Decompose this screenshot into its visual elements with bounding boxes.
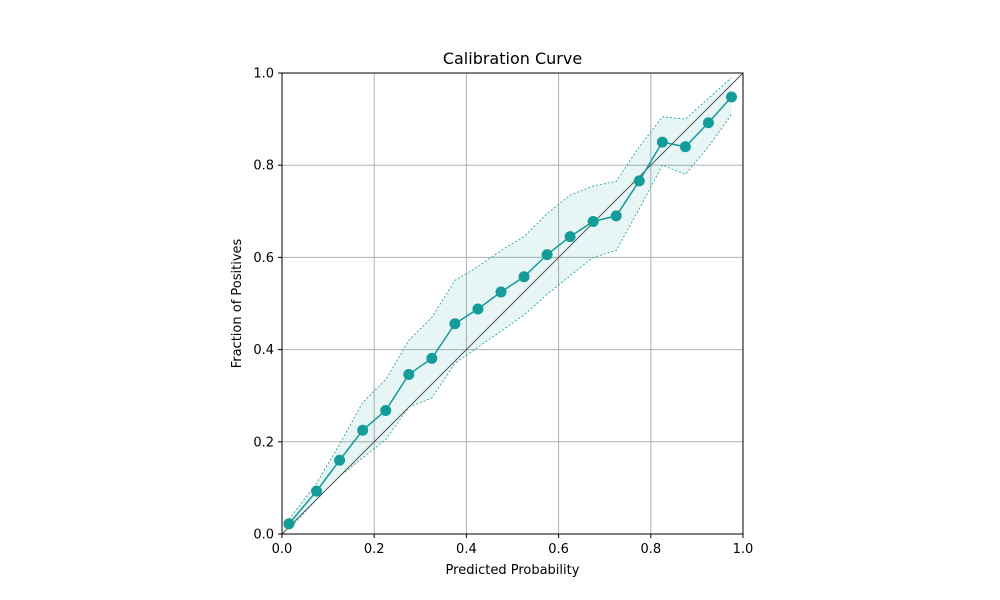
data-point	[518, 271, 530, 283]
data-point	[725, 91, 737, 103]
chart-title: Calibration Curve	[443, 49, 582, 68]
data-point	[633, 175, 645, 187]
data-point	[403, 368, 415, 380]
x-tick-label: 1.0	[733, 542, 754, 557]
data-point	[380, 404, 392, 416]
x-tick-label: 0.6	[548, 542, 569, 557]
ticks: 0.0 0.2 0.4 0.6 0.8 1.0 0.0 0.2 0.4 0.6 0.8 1.0	[253, 67, 753, 558]
data-point	[357, 424, 369, 436]
x-tick-label: 0.4	[456, 542, 477, 557]
y-tick-label: 1.0	[253, 67, 274, 82]
x-tick-label: 0.0	[272, 542, 293, 557]
x-tick-label: 0.2	[364, 542, 385, 557]
x-tick-label: 0.8	[640, 542, 661, 557]
y-axis-title: Fraction of Positives	[230, 238, 245, 368]
lower-bound-line	[288, 114, 732, 530]
data-point	[311, 485, 323, 497]
axes-frame	[281, 72, 744, 535]
data-points	[283, 91, 737, 530]
data-point	[679, 141, 691, 153]
perfect-calibration-line	[281, 72, 744, 535]
data-point	[656, 136, 668, 148]
data-point	[587, 215, 599, 227]
data-point	[702, 117, 714, 129]
data-point	[283, 518, 295, 530]
data-point	[541, 249, 553, 261]
y-tick-label: 0.8	[253, 159, 274, 174]
data-point	[334, 454, 346, 466]
upper-bound-line	[288, 77, 732, 520]
y-tick-label: 0.2	[253, 435, 274, 450]
y-tick-label: 0.0	[253, 528, 274, 543]
data-point	[610, 210, 622, 222]
data-point	[426, 352, 438, 364]
data-point	[495, 286, 507, 298]
data-point	[472, 303, 484, 315]
data-point	[564, 231, 576, 243]
y-tick-label: 0.4	[253, 343, 274, 358]
data-point	[449, 318, 461, 330]
y-tick-label: 0.6	[253, 251, 274, 266]
x-axis-title: Predicted Probability	[446, 563, 580, 578]
